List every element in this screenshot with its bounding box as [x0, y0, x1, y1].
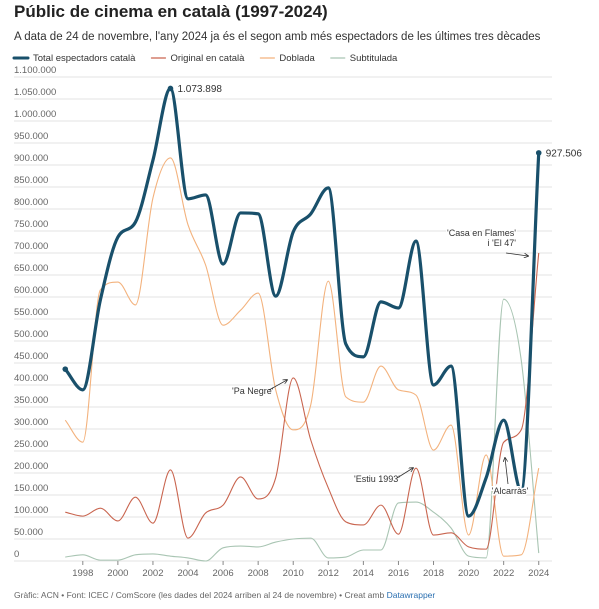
- x-tick-label: 2012: [318, 568, 339, 579]
- y-tick-label: 500.000: [14, 329, 48, 340]
- x-tick-label: 2016: [388, 568, 409, 579]
- y-tick-label: 600.000: [14, 285, 48, 296]
- y-tick-label: 950.000: [14, 131, 48, 142]
- y-tick-label: 1.100.000: [14, 65, 56, 76]
- point: [62, 366, 69, 372]
- series-line: [64, 86, 541, 518]
- x-tick-label: 2008: [248, 568, 269, 579]
- x-tick-label: 2018: [423, 568, 444, 579]
- point: [167, 85, 174, 92]
- annotation-arrow: [505, 458, 509, 485]
- series-line: [65, 252, 540, 550]
- x-tick-label: 2002: [142, 568, 163, 579]
- y-tick-label: 250.000: [14, 439, 48, 450]
- y-tick-label: 850.000: [14, 175, 48, 186]
- y-tick-label: 0: [14, 549, 19, 560]
- y-tick-label: 900.000: [14, 153, 48, 164]
- annotation: 'Alcarràs': [492, 486, 529, 496]
- y-tick-label: 700.000: [14, 241, 48, 252]
- annotation: 'Pa Negre': [232, 386, 274, 396]
- annotation-arrow: [268, 380, 287, 391]
- x-tick-label: 2004: [177, 568, 198, 579]
- annotation: 'Estiu 1993': [354, 474, 400, 484]
- y-tick-label: 300.000: [14, 417, 48, 428]
- x-tick-label: 2006: [213, 568, 234, 579]
- x-tick-label: 2020: [458, 568, 479, 579]
- y-tick-label: 400.000: [14, 373, 48, 384]
- legend-label: Subtitulada: [350, 53, 398, 64]
- x-tick-label: 2014: [353, 568, 374, 579]
- point: [535, 150, 542, 156]
- x-tick-label: 2010: [283, 568, 304, 579]
- y-tick-label: 50.000: [14, 527, 43, 538]
- legend-label: Total espectadors català: [33, 53, 136, 64]
- y-tick-label: 650.000: [14, 263, 48, 274]
- y-tick-label: 150.000: [14, 483, 48, 494]
- y-tick-label: 200.000: [14, 461, 48, 472]
- x-tick-label: 2024: [528, 568, 549, 579]
- y-tick-label: 450.000: [14, 351, 48, 362]
- y-tick-label: 800.000: [14, 197, 48, 208]
- chart-title: Públic de cinema en català (1997-2024): [14, 2, 328, 21]
- y-tick-label: 750.000: [14, 219, 48, 230]
- annotation: 'Casa en Flames': [447, 228, 516, 238]
- legend-label: Doblada: [279, 53, 315, 64]
- value-label: 1.073.898: [177, 84, 222, 95]
- annotation: i 'El 47': [488, 238, 517, 248]
- annotation-arrow: [505, 252, 528, 256]
- source-text: Gràfic: ACN • Font: ICEC / ComScore (les…: [14, 590, 384, 600]
- y-tick-label: 1.000.000: [14, 109, 56, 120]
- x-tick-label: 2022: [493, 568, 514, 579]
- series-line: [65, 298, 540, 562]
- source-link[interactable]: Datawrapper: [387, 590, 436, 600]
- x-tick-label: 2000: [107, 568, 128, 579]
- legend-label: Original en català: [170, 53, 245, 64]
- y-tick-label: 550.000: [14, 307, 48, 318]
- x-tick-label: 1998: [72, 568, 93, 579]
- source: Gràfic: ACN • Font: ICEC / ComScore (les…: [14, 590, 435, 600]
- series-line: [64, 157, 540, 557]
- y-tick-label: 350.000: [14, 395, 48, 406]
- annotation-arrow: [396, 468, 413, 479]
- value-label: 927.506: [546, 148, 583, 159]
- y-tick-label: 100.000: [14, 505, 48, 516]
- chart-subtitle: A data de 24 de novembre, l'any 2024 ja …: [14, 31, 541, 43]
- y-tick-label: 1.050.000: [14, 87, 56, 98]
